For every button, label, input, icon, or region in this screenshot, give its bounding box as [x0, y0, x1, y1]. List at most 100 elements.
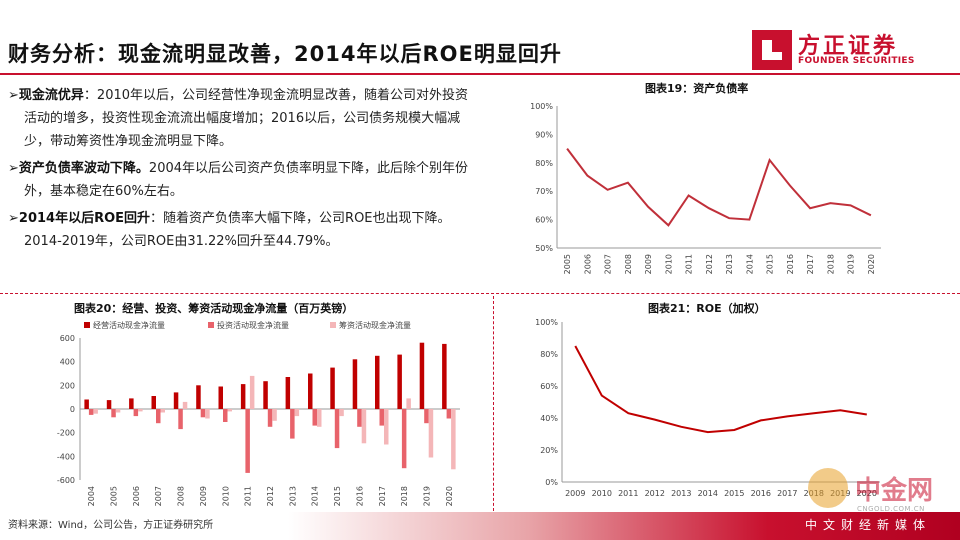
- chart20-bar-投资活动现金净流量: [133, 409, 139, 417]
- chart20-y-tick-label: 200: [60, 381, 75, 390]
- chart20-x-tick-label: 2015: [333, 486, 342, 506]
- chart20-bar-经营活动现金净流量: [442, 343, 447, 409]
- chart19-y-tick-label: 50%: [535, 244, 553, 253]
- chart20-legend-swatch: [84, 322, 90, 328]
- chart20-bar-筹资活动现金净流量: [182, 401, 188, 409]
- chart20-bar-经营活动现金净流量: [375, 355, 380, 410]
- bullet-item-cashflow: ➢现金流优异：2010年以后，公司经营性净现金流明显改善，随着公司对外投资活动的…: [8, 84, 478, 153]
- chart20-x-tick-label: 2013: [288, 486, 297, 506]
- chart20-bar-投资活动现金净流量: [424, 409, 429, 424]
- chart19-y-tick-label: 60%: [535, 216, 553, 225]
- chart20-bar-投资活动现金净流量: [223, 409, 228, 422]
- chart21-x-tick-label: 2015: [724, 489, 744, 498]
- chart19-x-tick-label: 2020: [867, 254, 876, 274]
- chart20-bar-经营活动现金净流量: [263, 381, 268, 409]
- chart20-bar-筹资活动现金净流量: [361, 409, 367, 444]
- chart21-y-tick-label: 100%: [535, 318, 558, 327]
- chart19-debt-ratio: 50% 60% 70% 80% 90% 100% 2005 2006 2007 2008 2009 2…: [530, 102, 881, 274]
- chart20-legend-swatch: [208, 322, 214, 328]
- chart21-y-tick-label: 40%: [540, 414, 558, 423]
- chart20-x-tick-label: 2012: [266, 486, 275, 506]
- chart20-x-tick-label: 2008: [177, 486, 186, 506]
- page-title: 财务分析：现金流明显改善，2014年以后ROE明显回升: [8, 42, 562, 66]
- chart20-bar-筹资活动现金净流量: [160, 409, 165, 413]
- brand-logo: 方正证券 FOUNDER SECURITIES: [752, 30, 922, 74]
- chart21-y-tick-label: 60%: [540, 382, 558, 391]
- chart20-bar-筹资活动现金净流量: [317, 409, 322, 427]
- chart20-bar-筹资活动现金净流量: [428, 409, 434, 458]
- chart20-bar-投资活动现金净流量: [156, 409, 161, 424]
- bullet-item-roe: ➢2014年以后ROE回升：随着资产负债率大幅下降，公司ROE也出现下降。201…: [8, 207, 478, 253]
- chart21-y-tick-label: 20%: [540, 446, 558, 455]
- chart20-x-tick-label: 2016: [355, 486, 364, 506]
- chart19-x-tick-label: 2008: [624, 254, 633, 274]
- logo-mark-icon: [752, 30, 792, 70]
- chart20-bar-投资活动现金净流量: [379, 409, 384, 426]
- chart20-x-tick-label: 2006: [132, 486, 141, 506]
- chart20-title: 图表20：经营、投资、筹资活动现金净流量（百万英镑）: [74, 302, 354, 315]
- chart21-y-tick-label: 0%: [545, 478, 558, 487]
- chart20-bar-经营活动现金净流量: [196, 385, 201, 409]
- logo-text-cn: 方正证券: [798, 34, 899, 59]
- bullet-heading: 2014年以后ROE回升: [18, 211, 151, 226]
- watermark-tagline: 中文财经新媒体: [805, 518, 932, 532]
- chart20-bar-投资活动现金净流量: [267, 409, 273, 427]
- chart20-legend-label: 经营活动现金净流量: [93, 320, 165, 330]
- chart20-bar-筹资活动现金净流量: [205, 409, 210, 419]
- chart20-y-tick-label: -200: [57, 429, 75, 438]
- chart20-bar-经营活动现金净流量: [285, 377, 291, 409]
- chart19-x-tick-label: 2005: [563, 254, 572, 274]
- header-divider: [0, 73, 960, 75]
- chart20-y-tick-label: 0: [70, 405, 75, 414]
- chart20-bar-投资活动现金净流量: [357, 409, 362, 427]
- chart19-x-tick-label: 2007: [604, 254, 613, 274]
- chart20-bar-经营活动现金净流量: [106, 400, 112, 409]
- chart19-x-tick-label: 2010: [664, 254, 673, 274]
- chart20-bar-投资活动现金净流量: [446, 409, 452, 419]
- chart20-bar-投资活动现金净流量: [111, 409, 116, 418]
- chart19-title: 图表19：资产负债率: [645, 82, 749, 95]
- chart20-x-tick-label: 2005: [110, 486, 119, 506]
- chart20-x-tick-label: 2009: [199, 486, 208, 506]
- bullet-text: ：随着资产负债率大幅下降，公司ROE也出现下降。2014-2019年，公司ROE…: [24, 211, 451, 249]
- chart20-bar-经营活动现金净流量: [352, 359, 358, 409]
- chart21-y-tick-label: 80%: [540, 350, 558, 359]
- chart19-x-tick-label: 2009: [644, 254, 653, 274]
- chart20-bar-筹资活动现金净流量: [339, 409, 344, 417]
- bullet-text: ：2010年以后，公司经营性净现金流明显改善，随着公司对外投资活动的增多，投资性…: [24, 88, 469, 149]
- chart20-bar-投资活动现金净流量: [245, 409, 250, 473]
- chart20-bar-经营活动现金净流量: [173, 392, 179, 409]
- bullet-item-leverage: ➢资产负债率波动下降。2004年以后公司资产负债率明显下降，此后除个别年份外，基…: [8, 157, 478, 203]
- chart19-x-tick-label: 2006: [583, 254, 592, 274]
- chart19-series-line: [566, 147, 872, 227]
- chart20-bar-筹资活动现金净流量: [294, 409, 300, 417]
- chart20-bar-投资活动现金净流量: [200, 409, 206, 418]
- chart21-x-tick-label: 2017: [777, 489, 797, 498]
- chart20-x-tick-label: 2020: [445, 486, 454, 506]
- chart19-x-tick-label: 2014: [745, 254, 754, 274]
- chart21-x-tick-label: 2009: [565, 489, 585, 498]
- chart20-x-tick-label: 2007: [154, 486, 163, 506]
- chart21-series-line: [574, 345, 867, 434]
- chart20-bar-投资活动现金净流量: [88, 409, 94, 415]
- chart20-bar-经营活动现金净流量: [151, 396, 156, 409]
- chart20-y-tick-label: -400: [57, 452, 75, 461]
- chart19-y-tick-label: 100%: [530, 102, 553, 111]
- chart20-bar-筹资活动现金净流量: [384, 409, 389, 445]
- chart21-title: 图表21：ROE（加权）: [648, 302, 766, 315]
- bullet-text: 2004年以后公司资产负债率明显下降，此后除个别年份外，基本稳定在60%左右。: [24, 161, 469, 199]
- chart19-x-tick-label: 2019: [847, 254, 856, 274]
- chart20-bar-投资活动现金净流量: [312, 409, 317, 426]
- chart19-x-tick-label: 2016: [786, 254, 795, 274]
- chart20-legend-label: 投资活动现金净流量: [217, 320, 289, 330]
- footer-bar: [0, 512, 960, 540]
- chart20-bar-经营活动现金净流量: [240, 384, 246, 409]
- chart21-x-tick-label: 2014: [698, 489, 718, 498]
- chart21-x-tick-label: 2013: [671, 489, 691, 498]
- bullet-arrow-icon: ➢: [8, 88, 19, 103]
- chart19-y-tick-label: 70%: [535, 187, 553, 196]
- chart20-y-tick-label: 400: [60, 358, 75, 367]
- chart20-legend-label: 筹资活动现金净流量: [339, 320, 411, 330]
- section-divider: [0, 293, 960, 294]
- chart19-x-tick-label: 2012: [705, 254, 714, 274]
